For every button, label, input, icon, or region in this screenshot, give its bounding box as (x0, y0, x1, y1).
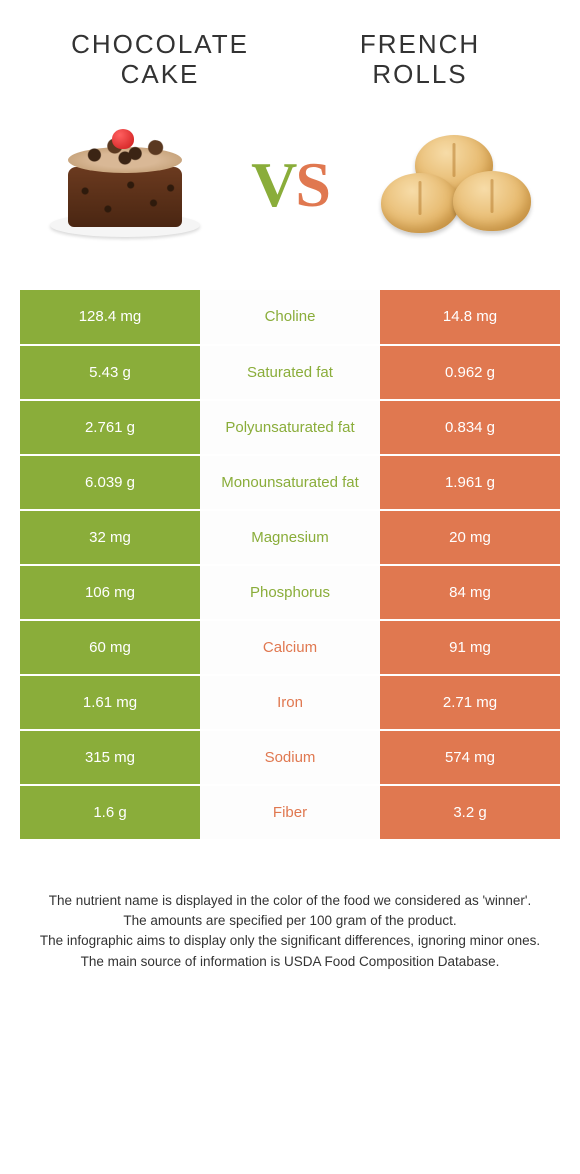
nutrient-label: Monounsaturated fat (200, 455, 380, 510)
table-row: 315 mgSodium574 mg (20, 730, 560, 785)
table-row: 2.761 gPolyunsaturated fat0.834 g (20, 400, 560, 455)
right-value: 91 mg (380, 620, 560, 675)
nutrient-label: Fiber (200, 785, 380, 840)
vs-v: V (251, 149, 295, 220)
left-value: 32 mg (20, 510, 200, 565)
right-value: 14.8 mg (380, 290, 560, 345)
table-row: 32 mgMagnesium20 mg (20, 510, 560, 565)
table-row: 6.039 gMonounsaturated fat1.961 g (20, 455, 560, 510)
nutrient-label: Polyunsaturated fat (200, 400, 380, 455)
french-rolls-icon (375, 125, 535, 245)
left-value: 5.43 g (20, 345, 200, 400)
table-row: 1.61 mgIron2.71 mg (20, 675, 560, 730)
right-value: 2.71 mg (380, 675, 560, 730)
vs-s: S (295, 149, 329, 220)
table-row: 128.4 mgCholine14.8 mg (20, 290, 560, 345)
nutrient-label: Phosphorus (200, 565, 380, 620)
right-value: 0.962 g (380, 345, 560, 400)
left-food-image (40, 120, 210, 250)
left-value: 128.4 mg (20, 290, 200, 345)
infographic-container: CHOCOLATE CAKE FRENCH ROLLS VS 12 (0, 0, 580, 992)
left-food-title: CHOCOLATE CAKE (60, 30, 260, 90)
left-value: 106 mg (20, 565, 200, 620)
nutrient-label: Sodium (200, 730, 380, 785)
table-row: 60 mgCalcium91 mg (20, 620, 560, 675)
nutrient-label: Iron (200, 675, 380, 730)
left-value: 315 mg (20, 730, 200, 785)
nutrient-label: Choline (200, 290, 380, 345)
right-value: 3.2 g (380, 785, 560, 840)
left-value: 1.61 mg (20, 675, 200, 730)
right-value: 1.961 g (380, 455, 560, 510)
table-row: 1.6 gFiber3.2 g (20, 785, 560, 840)
table-body: 128.4 mgCholine14.8 mg5.43 gSaturated fa… (20, 290, 560, 840)
footer-line: The main source of information is USDA F… (30, 952, 550, 972)
nutrient-label: Magnesium (200, 510, 380, 565)
left-value: 2.761 g (20, 400, 200, 455)
images-row: VS (20, 120, 560, 250)
right-value: 0.834 g (380, 400, 560, 455)
table-row: 106 mgPhosphorus84 mg (20, 565, 560, 620)
header-row: CHOCOLATE CAKE FRENCH ROLLS (20, 30, 560, 90)
nutrient-label: Saturated fat (200, 345, 380, 400)
footer-line: The infographic aims to display only the… (30, 931, 550, 951)
footer-line: The nutrient name is displayed in the co… (30, 891, 550, 911)
nutrient-label: Calcium (200, 620, 380, 675)
vs-label: VS (251, 148, 329, 222)
right-food-image (370, 120, 540, 250)
chocolate-cake-icon (50, 125, 200, 245)
right-food-title: FRENCH ROLLS (320, 30, 520, 90)
left-value: 1.6 g (20, 785, 200, 840)
left-value: 6.039 g (20, 455, 200, 510)
table-row: 5.43 gSaturated fat0.962 g (20, 345, 560, 400)
right-value: 20 mg (380, 510, 560, 565)
footer-line: The amounts are specified per 100 gram o… (30, 911, 550, 931)
left-value: 60 mg (20, 620, 200, 675)
footer-notes: The nutrient name is displayed in the co… (20, 891, 560, 972)
right-value: 84 mg (380, 565, 560, 620)
right-value: 574 mg (380, 730, 560, 785)
nutrient-comparison-table: 128.4 mgCholine14.8 mg5.43 gSaturated fa… (20, 290, 560, 841)
